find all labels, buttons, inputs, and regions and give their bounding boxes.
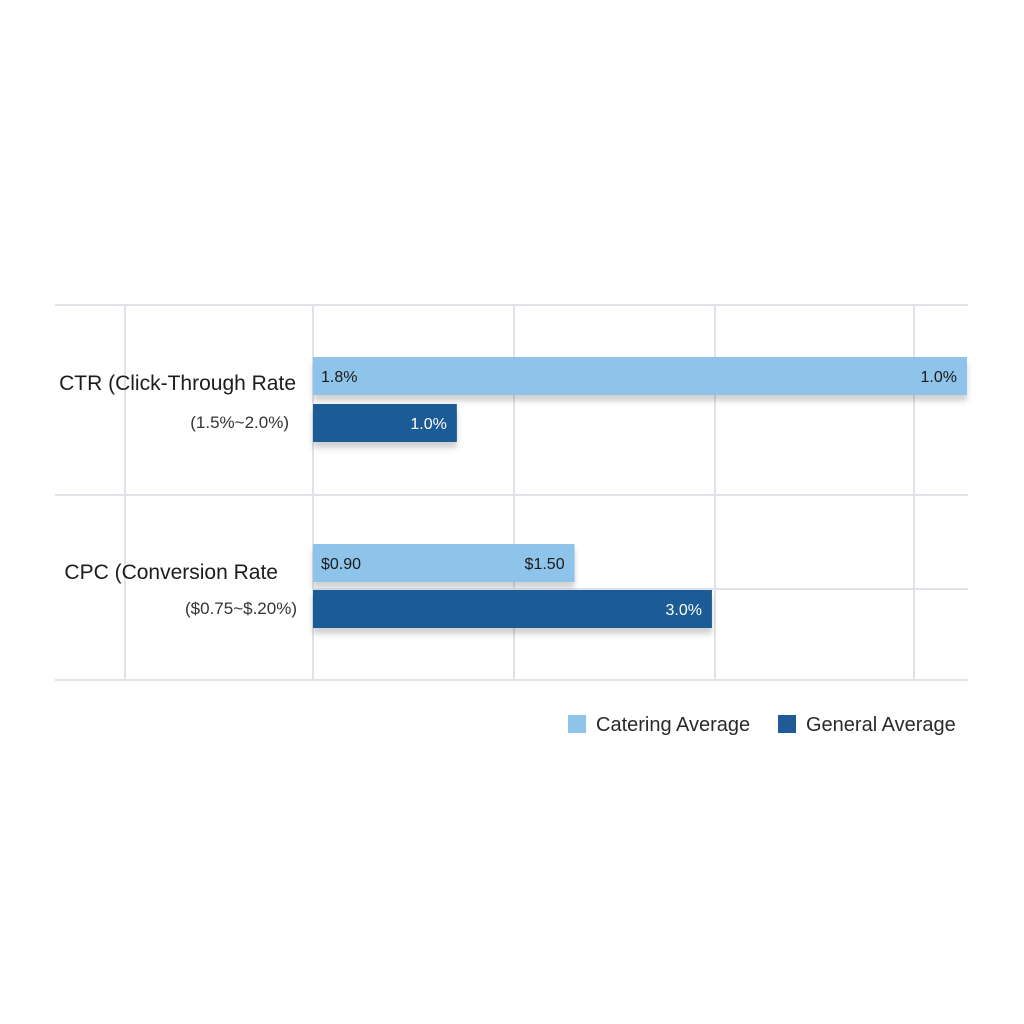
legend-label-catering-average: Catering Average — [596, 714, 750, 736]
bar-label-1-0-0: $0.90 — [321, 556, 361, 573]
legend: Catering Average General Average — [568, 714, 956, 736]
legend-label-general-average: General Average — [806, 714, 956, 736]
bar-label-1-1-0: 3.0% — [665, 602, 701, 619]
bar-0-0 — [313, 357, 967, 395]
bar-1-1 — [313, 590, 712, 628]
bar-1-0 — [313, 544, 575, 582]
category-title-ctr: CTR (Click-Through Rate — [59, 372, 296, 395]
category-labels: CTR (Click-Through Rate (1.5%~2.0%) CPC … — [59, 372, 297, 618]
bar-label-0-0-1: 1.0% — [921, 369, 957, 386]
legend-swatch-catering-average — [568, 715, 586, 733]
category-subtitle-ctr: (1.5%~2.0%) — [190, 413, 289, 432]
bar-label-0-0-0: 1.8% — [321, 369, 357, 386]
bar-labels: 1.8% 1.0% 1.0% $0.90 $1.50 3.0% — [321, 369, 957, 619]
bar-0-1 — [313, 404, 457, 442]
bar-label-0-1-0: 1.0% — [410, 416, 446, 433]
bars — [313, 357, 967, 628]
legend-swatch-general-average — [778, 715, 796, 733]
bar-label-1-0-1: $1.50 — [525, 556, 565, 573]
category-title-cpc: CPC (Conversion Rate — [64, 561, 278, 584]
category-subtitle-cpc: ($0.75~$.20%) — [185, 599, 297, 618]
